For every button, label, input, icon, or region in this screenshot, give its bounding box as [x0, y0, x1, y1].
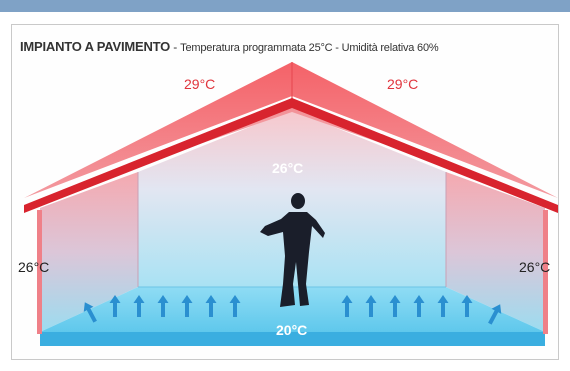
right-wall-edge — [543, 210, 548, 334]
roof-left-temperature: 29°C — [184, 76, 216, 92]
person-silhouette — [260, 193, 325, 307]
room-center-temperature: 26°C — [272, 160, 304, 176]
left-wall-edge — [37, 210, 42, 334]
right-wall — [446, 172, 545, 332]
left-wall-temperature: 26°C — [18, 259, 50, 275]
title-subtitle: Temperatura programmata 25°C - Umidità r… — [180, 42, 439, 54]
left-wall — [40, 172, 138, 332]
roof — [24, 62, 558, 198]
floor-temperature: 20°C — [276, 322, 308, 338]
title-separator: - — [170, 40, 181, 54]
right-wall-temperature: 26°C — [519, 259, 551, 275]
roof-right-temperature: 29°C — [387, 76, 419, 92]
floor-edge — [40, 332, 545, 346]
title-main: IMPIANTO A PAVIMENTO — [20, 39, 171, 54]
diagram-title: IMPIANTO A PAVIMENTO - Temperatura progr… — [20, 39, 439, 54]
top-accent-bar — [0, 0, 570, 12]
